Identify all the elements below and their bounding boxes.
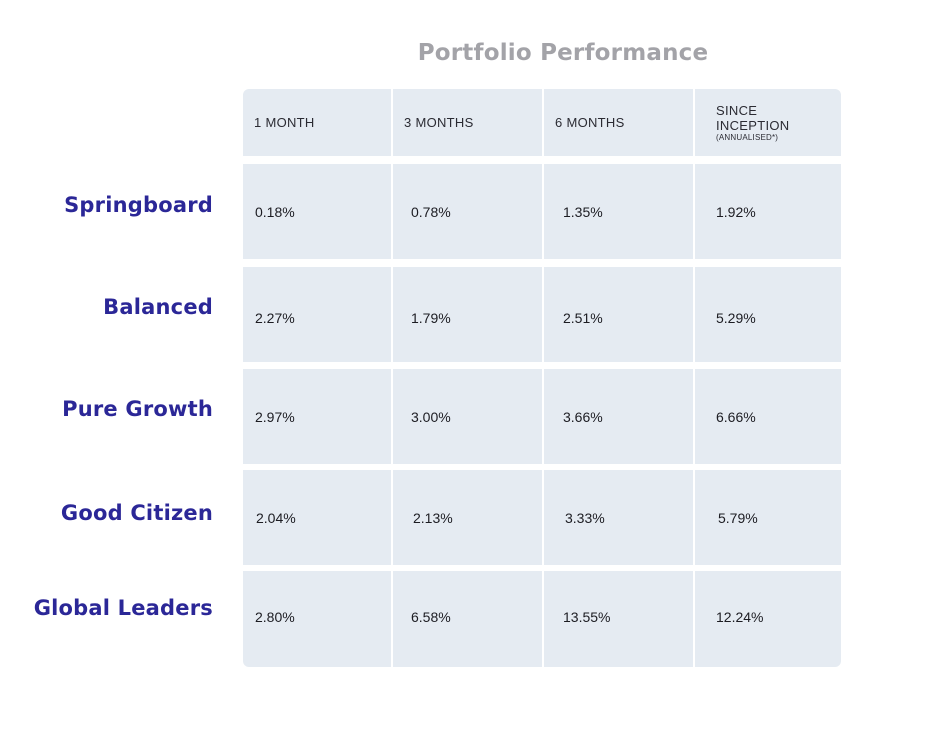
table-cell: 1.35% (544, 164, 693, 259)
table-cell: 3.33% (544, 470, 693, 565)
table-cell: 2.97% (243, 369, 391, 464)
table-cell: 1.79% (393, 267, 542, 362)
table-cell: 6.66% (695, 369, 841, 464)
table-cell: 1.92% (695, 164, 841, 259)
table-cell: 6.58% (393, 571, 542, 667)
table-cell: 3.00% (393, 369, 542, 464)
column-header-6-months: 6 MONTHS (544, 89, 693, 156)
row-label-pure-growth: Pure Growth (62, 397, 213, 421)
table-cell: 5.29% (695, 267, 841, 362)
column-header-3-months: 3 MONTHS (393, 89, 542, 156)
table-cell: 2.80% (243, 571, 391, 667)
chart-title: Portfolio Performance (417, 40, 709, 66)
table-cell: 0.18% (243, 164, 391, 259)
table-cell: 2.51% (544, 267, 693, 362)
table-cell: 5.79% (695, 470, 841, 565)
table-cell: 3.66% (544, 369, 693, 464)
row-label-balanced: Balanced (103, 295, 213, 319)
column-header-since-line2: INCEPTION (716, 117, 790, 133)
table-cell: 0.78% (393, 164, 542, 259)
performance-table: 1 MONTH 3 MONTHS 6 MONTHS SINCE INCEPTIO… (243, 89, 841, 667)
column-header-since-sublabel: (ANNUALISED*) (716, 132, 779, 142)
column-header-since-inception: SINCE INCEPTION (ANNUALISED*) (695, 89, 841, 156)
table-cell: 2.13% (393, 470, 542, 565)
table-cell: 2.04% (243, 470, 391, 565)
row-label-global-leaders: Global Leaders (33, 596, 213, 620)
row-label-good-citizen: Good Citizen (60, 501, 213, 525)
row-label-springboard: Springboard (64, 193, 213, 217)
column-header-since-line1: SINCE (716, 102, 758, 118)
table-cell: 13.55% (544, 571, 693, 667)
table-cell: 2.27% (243, 267, 391, 362)
table-cell: 12.24% (695, 571, 841, 667)
column-header-1-month: 1 MONTH (243, 89, 391, 156)
